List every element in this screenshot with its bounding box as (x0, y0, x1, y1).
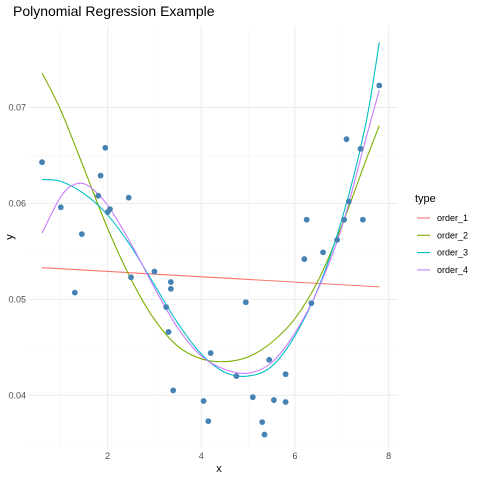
x-axis-label: x (216, 463, 222, 475)
series-line-order_1 (42, 267, 380, 288)
data-point (125, 194, 132, 201)
data-point (376, 82, 383, 89)
data-point (95, 192, 102, 199)
data-point (357, 145, 364, 152)
y-tick-label: 0.07 (8, 103, 26, 113)
data-point (334, 236, 341, 243)
y-axis-ticks: 0.04 0.05 0.06 0.07 (8, 103, 26, 401)
legend-label-order_4: order_4 (437, 265, 468, 275)
data-point (261, 431, 268, 438)
data-point (320, 249, 326, 256)
data-point (343, 136, 350, 143)
data-point (167, 285, 174, 292)
data-point (97, 172, 104, 179)
series-line-order_4 (41, 90, 380, 375)
legend-label-order_3: order_3 (437, 248, 468, 258)
data-point (128, 274, 134, 281)
data-point (259, 419, 266, 426)
y-tick-label: 0.05 (8, 294, 26, 304)
data-point (303, 216, 310, 223)
data-point (170, 387, 177, 394)
grid (28, 26, 398, 448)
x-tick-label: 2 (105, 451, 110, 461)
y-axis-label: y (4, 234, 16, 240)
data-point (270, 397, 277, 403)
regression-lines (41, 42, 380, 377)
data-point (167, 279, 174, 285)
data-point (165, 329, 172, 335)
data-point (282, 371, 289, 378)
data-point (266, 356, 273, 363)
data-point (78, 231, 85, 238)
data-point (205, 418, 212, 425)
data-point (308, 300, 315, 307)
legend-title: type (415, 193, 436, 205)
data-point (163, 304, 170, 310)
data-points (39, 82, 383, 438)
data-point (107, 206, 113, 213)
data-point (233, 373, 240, 379)
data-point (282, 399, 289, 405)
data-point (200, 398, 207, 404)
legend-label-order_2: order_2 (437, 230, 468, 240)
data-point (359, 216, 366, 223)
legend-label-order_1: order_1 (437, 213, 468, 223)
x-axis-ticks: 2 4 6 8 (105, 451, 391, 461)
data-point (57, 204, 64, 211)
data-point (207, 350, 214, 356)
y-tick-label: 0.04 (8, 390, 26, 400)
data-point (39, 159, 45, 166)
data-point (242, 299, 249, 306)
y-tick-label: 0.06 (8, 198, 26, 208)
data-point (151, 268, 158, 275)
x-tick-label: 8 (386, 451, 391, 461)
series-line-order_3 (41, 42, 380, 377)
series-line-order_2 (41, 72, 380, 363)
data-point (301, 256, 308, 262)
data-point (345, 198, 352, 205)
legend: type order_1 order_2 order_3 order_4 (415, 193, 468, 275)
x-tick-label: 4 (199, 451, 204, 461)
data-point (71, 289, 78, 296)
data-point (341, 216, 348, 223)
data-point (102, 144, 109, 151)
data-point (249, 394, 256, 401)
chart-title: Polynomial Regression Example (13, 3, 215, 19)
x-tick-label: 6 (292, 451, 297, 461)
